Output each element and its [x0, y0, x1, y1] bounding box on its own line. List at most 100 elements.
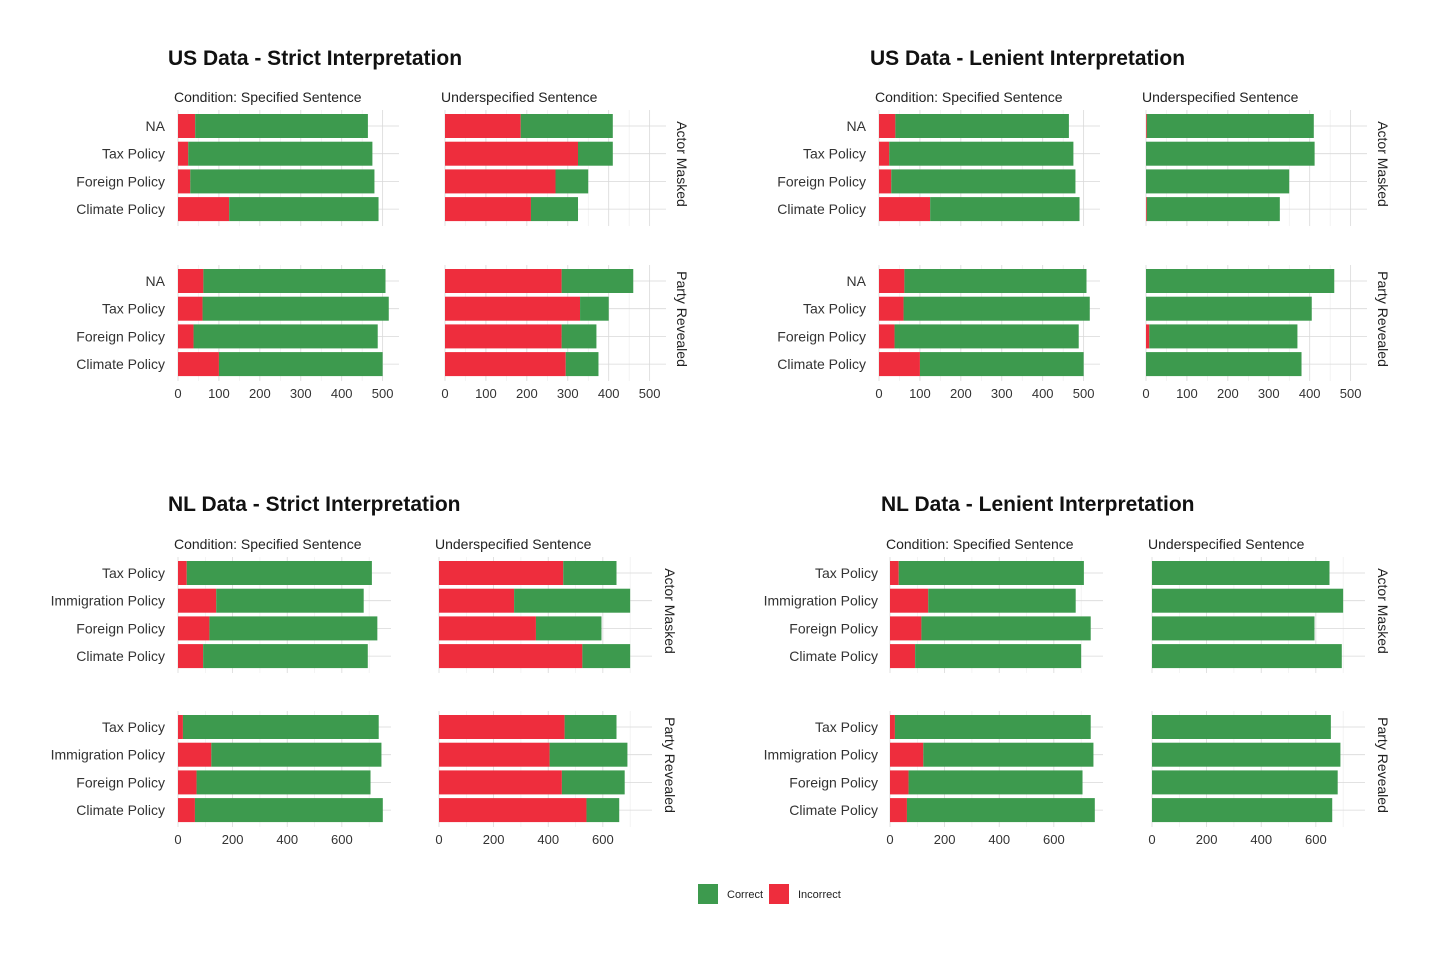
bar-correct — [186, 561, 372, 585]
bar-incorrect — [1146, 114, 1147, 138]
category-label: Tax Policy — [102, 565, 165, 581]
bar-incorrect — [439, 588, 515, 613]
category-label: Climate Policy — [76, 648, 165, 664]
category-label: Climate Policy — [76, 356, 165, 372]
column-facet-label: Underspecified Sentence — [441, 89, 598, 105]
facet-panel: Tax Policy Immigration Policy Foreign Poli… — [764, 557, 1103, 673]
facet-panel: 0 100 200 300 400 500 — [1142, 265, 1367, 401]
bar-incorrect — [439, 742, 550, 767]
chart-title: US Data - Strict Interpretation — [168, 47, 462, 70]
bar-incorrect — [439, 561, 564, 585]
x-tick-label: 400 — [537, 832, 559, 847]
x-tick-label: 0 — [174, 832, 181, 847]
x-tick-label: 0 — [435, 832, 442, 847]
bar-incorrect — [890, 742, 924, 767]
category-label: Immigration Policy — [51, 593, 165, 609]
x-tick-label: 0 — [1148, 832, 1155, 847]
column-facet-label: Condition: Specified Sentence — [875, 89, 1063, 105]
facet-panel — [1151, 557, 1365, 673]
facet-panel: NA Tax Policy Foreign Policy Climate Policy — [777, 110, 1100, 226]
column-facet-label: Underspecified Sentence — [435, 536, 592, 552]
bar-correct — [1152, 798, 1333, 823]
chart-title: NL Data - Lenient Interpretation — [881, 493, 1194, 516]
bar-correct — [923, 742, 1094, 767]
bar-correct — [535, 616, 602, 641]
category-label: NA — [146, 118, 166, 134]
bar-incorrect — [1146, 197, 1147, 222]
bar-incorrect — [178, 770, 197, 795]
bar-correct — [561, 269, 634, 293]
bar-correct — [580, 296, 609, 321]
x-tick-label: 100 — [1176, 386, 1198, 401]
facet-panel — [438, 557, 652, 673]
bar-correct — [1152, 616, 1315, 641]
category-label: Climate Policy — [789, 648, 878, 664]
category-label: Tax Policy — [815, 719, 878, 735]
bar-incorrect — [178, 616, 210, 641]
chart-title: NL Data - Strict Interpretation — [168, 493, 460, 516]
bar-correct — [895, 114, 1069, 138]
bar-correct — [908, 770, 1083, 795]
category-label: Immigration Policy — [764, 593, 878, 609]
column-facet-label: Condition: Specified Sentence — [886, 536, 1074, 552]
bar-incorrect — [178, 269, 204, 293]
x-tick-label: 300 — [557, 386, 579, 401]
x-tick-label: 200 — [483, 832, 505, 847]
bar-correct — [894, 715, 1091, 739]
bar-correct — [190, 169, 375, 194]
bar-correct — [188, 141, 373, 166]
bar-correct — [1146, 141, 1315, 166]
row-facet-label: Party Revealed — [674, 271, 690, 367]
bar-incorrect — [890, 770, 909, 795]
chart-block-1: US Data - Strict Interpretation Condition… — [76, 47, 690, 401]
bar-incorrect — [445, 197, 531, 222]
bar-incorrect — [1146, 324, 1150, 349]
bar-correct — [928, 588, 1076, 613]
facet-panel: NA Tax Policy Foreign Policy Climate Policy… — [777, 265, 1100, 401]
x-tick-label: 500 — [1340, 386, 1362, 401]
category-label: NA — [847, 118, 867, 134]
row-facet-label: Actor Masked — [662, 568, 678, 654]
column-facet-label: Underspecified Sentence — [1148, 536, 1305, 552]
bar-correct — [563, 561, 617, 585]
bar-incorrect — [879, 141, 890, 166]
bar-incorrect — [178, 798, 195, 823]
category-label: Tax Policy — [803, 301, 866, 317]
bar-incorrect — [445, 296, 581, 321]
x-tick-label: 300 — [290, 386, 312, 401]
row-facet-label: Party Revealed — [1375, 717, 1391, 813]
legend-label-incorrect: Incorrect — [798, 889, 841, 901]
bar-correct — [514, 588, 631, 613]
category-label: Climate Policy — [76, 201, 165, 217]
bar-correct — [930, 197, 1080, 222]
bar-incorrect — [178, 352, 219, 377]
bar-correct — [216, 588, 364, 613]
bar-correct — [891, 169, 1076, 194]
bar-correct — [919, 352, 1084, 377]
bar-correct — [1149, 324, 1298, 349]
category-label: Foreign Policy — [76, 328, 165, 344]
category-label: NA — [146, 273, 166, 289]
x-tick-label: 400 — [988, 832, 1010, 847]
bar-correct — [209, 616, 378, 641]
category-label: Foreign Policy — [777, 173, 866, 189]
bar-incorrect — [890, 616, 922, 641]
bar-correct — [196, 770, 371, 795]
x-tick-label: 200 — [950, 386, 972, 401]
bar-incorrect — [178, 742, 212, 767]
bar-correct — [520, 114, 613, 138]
bar-correct — [218, 352, 383, 377]
x-tick-label: 500 — [372, 386, 394, 401]
bar-incorrect — [439, 798, 587, 823]
bar-correct — [921, 616, 1091, 641]
row-facet-label: Actor Masked — [1375, 121, 1391, 207]
bar-correct — [586, 798, 620, 823]
bar-correct — [195, 114, 368, 138]
bar-correct — [1152, 742, 1341, 767]
legend-swatch-correct — [698, 884, 718, 904]
facet-panel: Tax Policy Immigration Policy Foreign Poli… — [51, 557, 391, 673]
legend-swatch-incorrect — [769, 884, 789, 904]
bar-correct — [1146, 352, 1302, 377]
bar-correct — [889, 141, 1074, 166]
